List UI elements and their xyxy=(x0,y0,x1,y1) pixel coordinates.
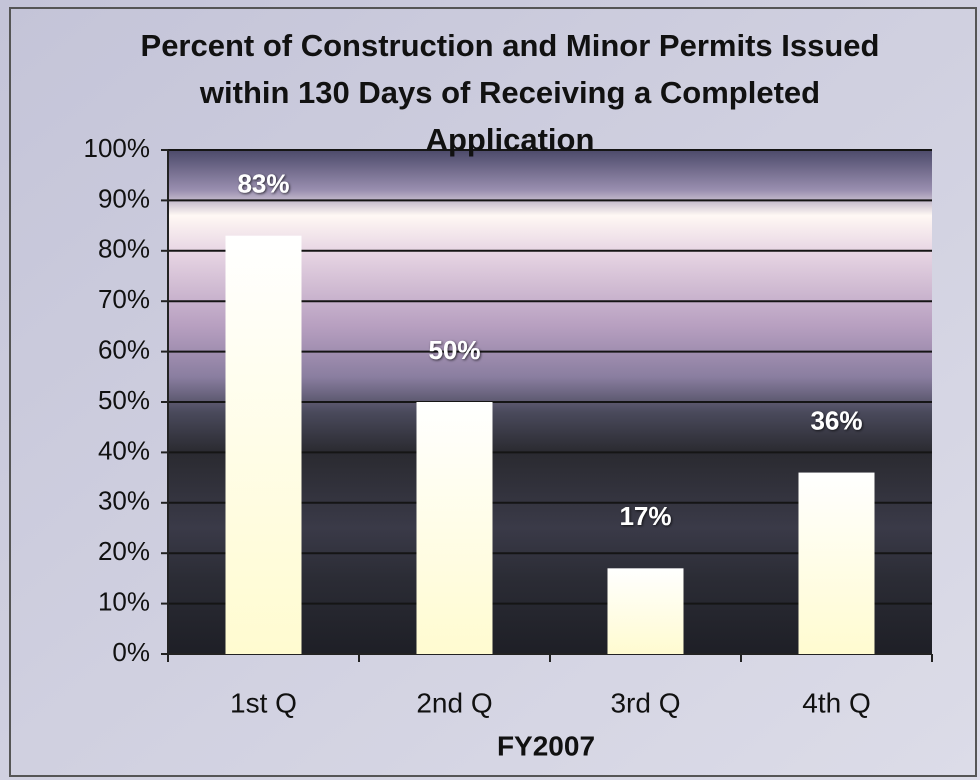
x-tick-label: 3rd Q xyxy=(610,687,680,718)
y-tick-label: 80% xyxy=(98,234,150,264)
data-label: 17% xyxy=(619,501,671,531)
x-tick-label: 4th Q xyxy=(802,687,870,718)
y-tick-label: 30% xyxy=(98,486,150,516)
bar xyxy=(608,568,684,654)
x-axis-label: FY2007 xyxy=(497,730,595,761)
x-tick-label: 1st Q xyxy=(230,687,297,718)
y-tick-label: 40% xyxy=(98,435,150,465)
y-tick-label: 10% xyxy=(98,586,150,616)
chart-title: Percent of Construction and Minor Permit… xyxy=(130,22,890,163)
y-tick-label: 50% xyxy=(98,385,150,415)
y-tick-label: 90% xyxy=(98,183,150,213)
x-tick-label: 2nd Q xyxy=(416,687,492,718)
y-tick-label: 0% xyxy=(112,637,150,667)
chart-container: FY2007 0%10%20%30%40%50%60%70%80%90%100%… xyxy=(0,0,980,780)
bar xyxy=(226,236,302,654)
y-tick-label: 60% xyxy=(98,334,150,364)
data-label: 83% xyxy=(237,169,289,199)
data-label: 36% xyxy=(810,405,862,435)
bar xyxy=(417,402,493,654)
data-label: 50% xyxy=(428,335,480,365)
bar xyxy=(799,473,875,654)
y-tick-label: 20% xyxy=(98,536,150,566)
y-tick-label: 70% xyxy=(98,284,150,314)
